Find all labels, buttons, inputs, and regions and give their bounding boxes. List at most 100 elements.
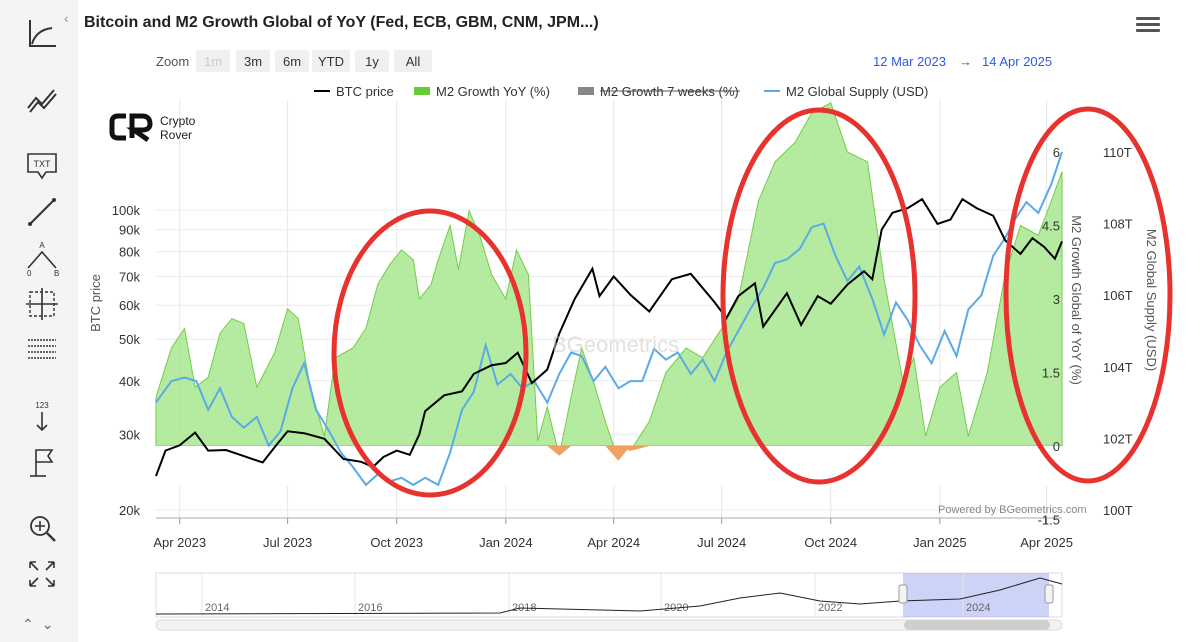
btc-tick-label: 70k — [119, 269, 140, 284]
svg-text:123: 123 — [35, 401, 49, 410]
text-annotation-icon[interactable]: TXT — [22, 146, 62, 186]
toolbar-up-icon[interactable]: ⌃ — [22, 616, 42, 632]
legend-symbol — [578, 87, 594, 95]
supply-tick-label: 102T — [1103, 431, 1133, 446]
navigator-scrollbar — [155, 619, 1063, 631]
fullscreen-icon[interactable] — [22, 554, 62, 594]
toolbar-nav-arrows[interactable]: ⌃⌄ — [22, 616, 61, 633]
zoom-button-6m[interactable] — [275, 50, 309, 72]
legend-label: BTC price — [336, 84, 394, 99]
zoom-button-3m[interactable] — [236, 50, 270, 72]
navigator[interactable]: 2014 2016 2018 2020 2022 2024 — [155, 572, 1063, 631]
svg-text:TXT: TXT — [34, 159, 52, 169]
navigator-label: 2024 — [966, 602, 990, 614]
yoy-tick-label: 6 — [1053, 145, 1060, 160]
line-draw-icon[interactable] — [22, 192, 62, 232]
zoom-button-all[interactable] — [394, 50, 432, 72]
x-tick-label: Jan 2024 — [479, 535, 533, 550]
collapse-toolbar-icon[interactable]: ‹ — [64, 10, 69, 26]
supply-tick-label: 108T — [1103, 217, 1133, 232]
red-circle-annotations — [331, 106, 1173, 498]
btc-tick-label: 100k — [112, 203, 141, 218]
logo-line1: Crypto — [160, 114, 196, 128]
zoom-button-1m[interactable] — [196, 50, 230, 72]
btc-tick-label: 80k — [119, 245, 140, 260]
x-tick-label: Oct 2023 — [370, 535, 423, 550]
legend: BTC price M2 Growth YoY (%) M2 Growth 7 we… — [314, 84, 928, 99]
date-range-arrow: → — [959, 54, 972, 69]
legend-item[interactable]: BTC price — [314, 84, 394, 99]
zoom-button-label: 6m — [283, 54, 301, 69]
center-watermark: BGeometrics — [552, 332, 679, 357]
date-range-from[interactable]: 12 Mar 2023 — [873, 54, 946, 69]
multi-line-icon[interactable] — [22, 80, 62, 120]
chart-menu-button[interactable] — [1136, 14, 1160, 34]
x-tick-label: Apr 2023 — [153, 535, 206, 550]
navigator-label: 2016 — [358, 602, 382, 614]
zoom-button-label: 1m — [204, 54, 222, 69]
navigator-handle-right — [1044, 584, 1054, 604]
supply-axis-title: M2 Global Supply (USD) — [1144, 229, 1159, 371]
btc-tick-label: 30k — [119, 427, 140, 442]
crypto-rover-logo: Crypto Rover — [109, 113, 196, 143]
btc-tick-label: 60k — [119, 298, 140, 313]
zoom-button-label: YTD — [318, 54, 344, 69]
zoom-reset-icon[interactable] — [22, 508, 62, 548]
zero-mask — [156, 446, 1062, 486]
zoom-buttons: 1m 3m 6m YTD 1y All — [196, 50, 432, 72]
series-btc-line — [155, 197, 1063, 477]
svg-text:A: A — [39, 241, 45, 250]
yoy-tick-label: -1.5 — [1038, 513, 1060, 528]
axes: Apr 2023 Jul 2023 Oct 2023 Jan 2024 Apr 2024… — [88, 145, 1159, 550]
yoy-axis-title: M2 Growth Global of YoY (%) — [1069, 215, 1084, 385]
navigator-handle-left — [898, 584, 908, 604]
drawing-toolbar: TXT A 0 B 123 ⌃⌄ — [0, 0, 78, 642]
trend-icon[interactable] — [22, 14, 62, 54]
supply-tick-label: 110T — [1103, 145, 1132, 160]
navigator-scrollbar-thumb — [904, 620, 1050, 630]
supply-tick-label: 100T — [1103, 503, 1133, 518]
yoy-tick-label: 1.5 — [1042, 366, 1060, 381]
yoy-tick-label: 3 — [1053, 292, 1060, 307]
x-tick-label: Oct 2024 — [804, 535, 857, 550]
zoom-button-label: 1y — [365, 54, 379, 69]
yoy-tick-label: 4.5 — [1042, 219, 1060, 234]
btc-axis-title: BTC price — [88, 274, 103, 332]
x-tick-label: Apr 2025 — [1020, 535, 1073, 550]
zoom-button-ytd[interactable] — [312, 50, 350, 72]
legend-item[interactable]: M2 Growth YoY (%) — [414, 84, 550, 99]
svg-text:B: B — [54, 269, 59, 278]
zoom-button-1y[interactable] — [355, 50, 389, 72]
navigator-label: 2014 — [205, 602, 229, 614]
vertical-counter-icon[interactable]: 123 — [22, 396, 62, 436]
zoom-button-label: All — [406, 54, 421, 69]
logo-line2: Rover — [160, 128, 192, 142]
crosshair-icon[interactable] — [22, 284, 62, 324]
navigator-series — [155, 577, 1063, 615]
toolbar-down-icon[interactable]: ⌄ — [41, 616, 62, 632]
legend-label: M2 Growth YoY (%) — [436, 84, 550, 99]
zoom-label: Zoom — [156, 54, 189, 69]
supply-tick-label: 104T — [1103, 360, 1133, 375]
btc-tick-label: 20k — [119, 503, 140, 518]
flag-icon[interactable] — [22, 442, 62, 482]
btc-tick-label: 90k — [119, 223, 140, 238]
zoom-button-label: 3m — [244, 54, 262, 69]
chart-title: Bitcoin and M2 Growth Global of YoY (Fed… — [84, 14, 599, 31]
btc-tick-label: 50k — [119, 332, 140, 347]
red-circle-2 — [720, 107, 918, 485]
legend-item[interactable]: M2 Growth 7 weeks (%) — [578, 84, 740, 99]
btc-tick-label: 40k — [119, 374, 140, 389]
date-range-to[interactable]: 14 Apr 2025 — [982, 54, 1052, 69]
navigator-label: 2022 — [818, 602, 842, 614]
legend-item[interactable]: M2 Global Supply (USD) — [764, 84, 928, 99]
x-tick-label: Jan 2025 — [913, 535, 967, 550]
red-circle-3 — [1003, 106, 1173, 484]
series-m2-yoy-area — [155, 102, 1063, 462]
series-m2-yoy-negative — [605, 446, 631, 461]
grid-lines-icon[interactable] — [22, 330, 62, 370]
series-m2-yoy-negative — [618, 446, 650, 451]
red-circle-1 — [331, 208, 529, 498]
angle-icon[interactable]: A 0 B — [22, 238, 62, 278]
